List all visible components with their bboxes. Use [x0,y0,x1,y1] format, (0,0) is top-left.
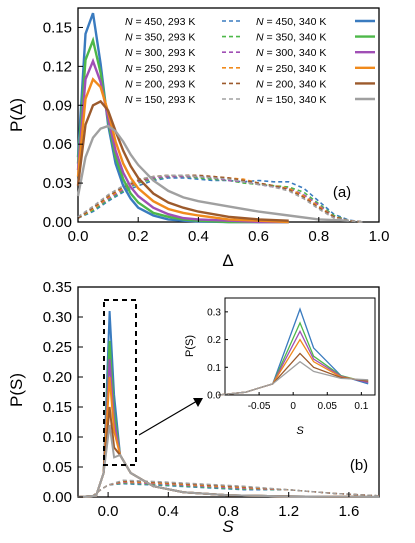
panel-b-label: (b) [350,457,368,474]
series-line [77,340,380,498]
inset-ticks: -0.05 0 0.05 0.1 0.0 0.1 0.2 0.3 [207,307,369,412]
legend-entry: N = 200, 293 K [125,78,195,90]
x-tick-label: 0.0 [98,503,119,520]
y-tick-label: 0.03 [43,175,72,192]
inset-series-line [218,321,369,396]
panel-a-xlabel: Δ [222,251,233,270]
panel-a-label: (a) [333,184,351,201]
inset-series-line [218,360,369,396]
y-tick-label: 0.09 [43,97,72,114]
inset-y-tick-label: 0.1 [207,363,221,374]
y-tick-label: 0.15 [43,19,72,36]
y-tick-label: 0.15 [43,399,72,416]
legend-entry: N = 300, 293 K [125,47,195,59]
inset-frame [224,297,376,396]
zoom-arrowhead [193,398,203,407]
inset-x-tick-label: 0.05 [318,401,338,412]
y-tick-label: 0.25 [43,339,72,356]
legend-entry: N = 450, 340 K [256,16,326,28]
inset-x-tick-label: 0 [290,401,296,412]
x-tick-label: 1.6 [338,503,359,520]
inset-x-tick-label: -0.05 [248,401,271,412]
legend-entry: N = 350, 340 K [256,32,326,44]
series-line [77,406,380,498]
panel-a-legend: N = 450, 293 K N = 350, 293 K N = 300, 293… [125,16,375,106]
x-tick-label: 0.8 [218,503,239,520]
y-tick-label: 0.35 [43,279,72,296]
zoom-arrow-line [138,400,198,436]
series-line [76,124,349,222]
inset-xlabel: S [296,425,304,437]
panel-b-ylabel: P(S) [7,373,26,407]
legend-entry: N = 350, 293 K [125,32,195,44]
x-tick-label: 0.4 [158,503,179,520]
panel-a: 0.0 0.2 0.4 0.6 0.8 1.0 0.00 0.03 0.06 0.09 0.12 0.… [7,7,390,270]
inset-lines [218,307,369,396]
y-tick-label: 0.10 [43,429,72,446]
legend-entry: N = 150, 340 K [256,94,326,106]
series-line [77,175,364,223]
x-tick-label: 0.0 [68,228,89,245]
y-tick-label: 0.00 [43,489,72,506]
series-line [76,36,289,224]
series-line [77,177,365,223]
panel-a-lines [76,12,365,224]
inset-x-tick-label: 0.1 [354,401,368,412]
y-tick-label: 0.06 [43,136,72,153]
y-tick-label: 0.20 [43,369,72,386]
y-tick-label: 0.00 [43,214,72,231]
inset-ylabel: P(S) [184,335,196,357]
series-line [76,99,289,222]
series-line [77,358,380,498]
panel-b-xlabel: S [222,517,234,536]
legend-entry: N = 300, 340 K [256,47,326,59]
legend-entry: N = 150, 293 K [125,94,195,106]
panel-b-lines [77,310,380,498]
legend-entry: N = 200, 340 K [256,78,326,90]
x-tick-label: 0.2 [128,228,149,245]
inset-series-line [218,329,369,396]
series-line [76,57,289,224]
x-tick-label: 0.6 [248,228,269,245]
x-tick-label: 1.2 [278,503,299,520]
y-tick-label: 0.30 [43,309,72,326]
x-tick-label: 1.0 [369,228,390,245]
y-tick-label: 0.12 [43,58,72,75]
inset-y-tick-label: 0.0 [207,391,221,402]
panel-a-ticks: 0.0 0.2 0.4 0.6 0.8 1.0 0.00 0.03 0.06 0.09 0.12 0.… [43,19,390,245]
legend-entry: N = 250, 340 K [256,63,326,75]
legend-entry: N = 250, 293 K [125,63,195,75]
y-tick-label: 0.05 [43,459,72,476]
inset-series-line [218,352,369,396]
inset-y-tick-label: 0.3 [207,307,221,318]
panel-a-ylabel: P(Δ) [7,98,26,132]
series-line [76,77,289,224]
inset-y-tick-label: 0.2 [207,335,221,346]
panel-b-ticks: 0.0 0.4 0.8 1.2 1.60.000.050.100.150.200.250… [43,279,360,520]
inset-series-line [218,307,369,396]
legend-entry: N = 450, 293 K [125,16,195,28]
panel-b: 0.0 0.4 0.8 1.2 1.60.000.050.100.150.200.250… [7,279,380,536]
x-tick-label: 0.4 [188,228,209,245]
x-tick-label: 0.8 [308,228,329,245]
panel-b-inset: -0.05 0 0.05 0.1 0.0 0.1 0.2 0.3 S P(S) [184,297,376,437]
